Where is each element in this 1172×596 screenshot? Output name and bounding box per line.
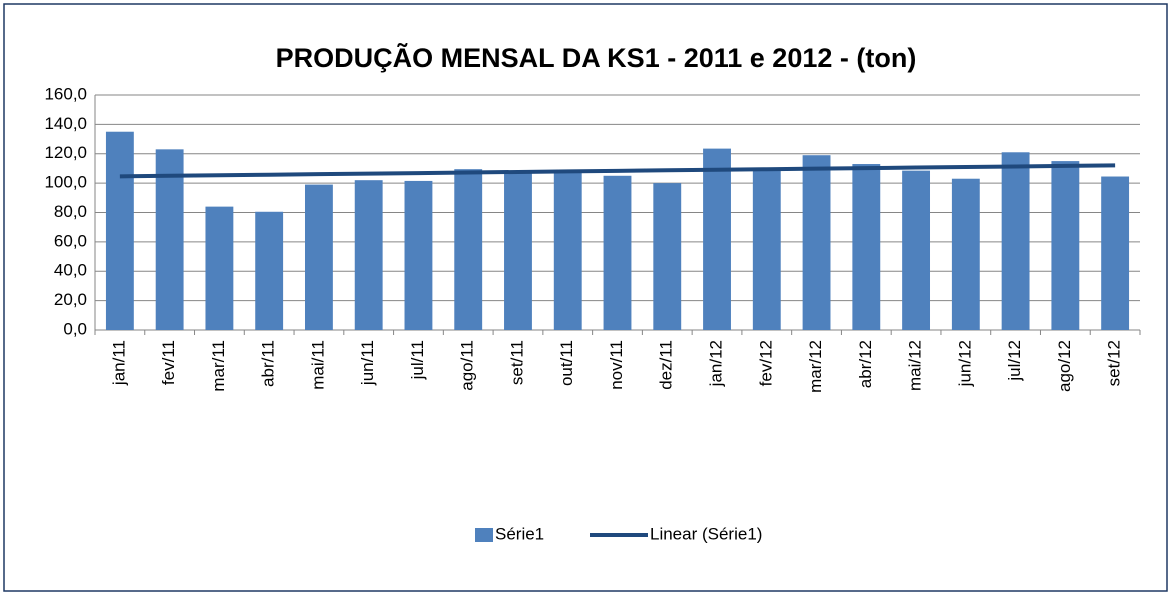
x-tick-label: jun/11 xyxy=(358,340,377,386)
bar xyxy=(1001,152,1030,330)
x-tick-label: mar/11 xyxy=(209,340,228,392)
bar xyxy=(105,131,134,330)
bar xyxy=(653,183,682,330)
bar xyxy=(852,164,881,330)
x-tick-label: ago/12 xyxy=(1055,340,1074,392)
x-tick-label: jan/11 xyxy=(109,340,128,386)
x-tick-label: set/11 xyxy=(507,340,526,385)
x-tick-label: fev/11 xyxy=(159,340,178,385)
legend-swatch xyxy=(475,528,493,542)
bar xyxy=(155,149,184,330)
x-tick-label: mai/12 xyxy=(906,340,925,391)
bar xyxy=(504,172,532,330)
bar xyxy=(205,206,234,330)
x-tick-label: nov/11 xyxy=(607,340,626,390)
bar xyxy=(951,178,980,330)
legend-label: Linear (Série1) xyxy=(650,524,762,543)
y-tick-label: 100,0 xyxy=(44,173,87,192)
bar xyxy=(304,184,333,330)
x-tick-label: out/11 xyxy=(557,340,576,386)
x-tick-label: mar/12 xyxy=(806,340,825,393)
x-tick-label: jul/11 xyxy=(408,340,427,380)
bar xyxy=(1101,176,1130,330)
bar xyxy=(1051,161,1080,330)
y-tick-label: 140,0 xyxy=(44,114,87,133)
bar xyxy=(454,169,483,330)
bar xyxy=(553,171,582,330)
y-tick-label: 0,0 xyxy=(63,319,87,338)
bar xyxy=(404,180,433,330)
x-tick-label: fev/12 xyxy=(756,340,775,386)
x-tick-label: jul/12 xyxy=(1005,340,1024,382)
y-tick-label: 40,0 xyxy=(54,261,87,280)
bar xyxy=(802,155,831,330)
y-tick-label: 80,0 xyxy=(54,202,87,221)
x-tick-label: ago/11 xyxy=(458,340,477,391)
bar xyxy=(603,175,632,330)
x-tick-label: jun/12 xyxy=(955,340,974,387)
y-tick-label: 160,0 xyxy=(44,84,87,103)
y-tick-label: 120,0 xyxy=(44,143,87,162)
bar xyxy=(902,170,931,330)
trend-line xyxy=(119,163,1116,179)
bar xyxy=(703,148,731,330)
bar xyxy=(752,170,781,330)
bar xyxy=(255,211,284,330)
x-tick-label: set/12 xyxy=(1105,340,1124,386)
x-tick-label: dez/11 xyxy=(657,340,676,390)
y-tick-label: 20,0 xyxy=(54,290,87,309)
bar xyxy=(354,180,383,330)
x-tick-label: jan/12 xyxy=(707,340,726,387)
x-tick-label: abr/12 xyxy=(856,340,875,388)
legend-label: Série1 xyxy=(495,524,544,543)
chart-title: PRODUÇÃO MENSAL DA KS1 - 2011 e 2012 - (… xyxy=(276,42,917,73)
x-tick-label: mai/11 xyxy=(308,340,327,390)
y-tick-label: 60,0 xyxy=(54,231,87,250)
x-tick-label: abr/11 xyxy=(259,340,278,387)
